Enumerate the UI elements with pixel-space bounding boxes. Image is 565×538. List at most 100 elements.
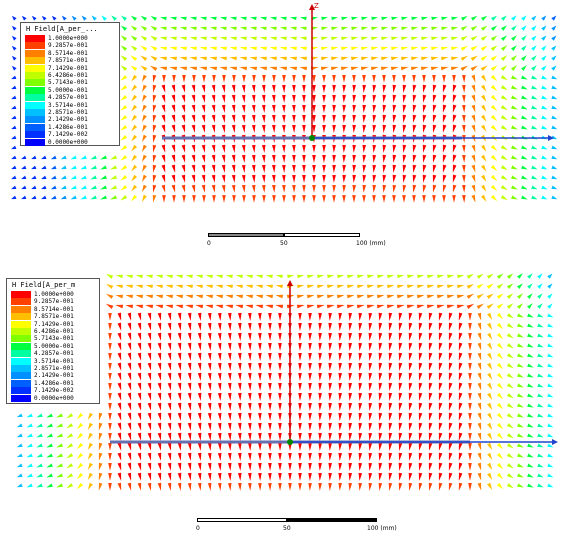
field-arrow xyxy=(237,452,242,461)
field-arrow xyxy=(108,483,112,491)
field-arrow xyxy=(382,94,387,103)
field-arrow xyxy=(331,36,339,41)
field-arrow xyxy=(406,284,415,289)
field-arrow xyxy=(328,442,332,451)
field-arrow xyxy=(477,402,482,411)
field-arrow xyxy=(421,36,429,41)
field-arrow xyxy=(491,15,498,21)
field-arrow xyxy=(298,382,302,391)
field-arrow xyxy=(442,104,447,113)
field-arrow xyxy=(422,84,427,93)
field-arrow xyxy=(358,382,363,391)
field-arrow xyxy=(481,15,488,21)
field-arrow xyxy=(396,294,405,299)
field-arrow xyxy=(161,84,166,93)
field-arrow xyxy=(318,362,322,371)
field-arrow xyxy=(481,144,487,152)
field-arrow xyxy=(261,164,266,173)
field-arrow xyxy=(398,392,403,401)
field-arrow xyxy=(66,473,74,479)
field-arrow xyxy=(265,284,274,289)
field-arrow xyxy=(490,35,498,41)
field-arrow xyxy=(402,84,407,93)
field-arrow xyxy=(278,382,282,391)
field-arrow xyxy=(352,75,356,83)
field-arrow xyxy=(165,304,174,309)
field-arrow xyxy=(358,462,363,471)
field-arrow xyxy=(436,304,445,309)
field-arrow xyxy=(368,362,373,371)
field-arrow xyxy=(547,293,553,299)
field-arrow xyxy=(456,284,465,289)
bottom-legend-swatch xyxy=(11,379,31,387)
field-arrow xyxy=(438,472,443,481)
field-arrow xyxy=(527,323,534,328)
field-arrow xyxy=(477,432,482,441)
field-arrow xyxy=(248,432,252,441)
field-arrow xyxy=(292,185,296,193)
field-arrow xyxy=(480,65,488,72)
field-arrow xyxy=(322,195,326,203)
field-arrow xyxy=(430,66,439,71)
field-arrow xyxy=(547,283,553,289)
field-arrow xyxy=(199,26,207,31)
field-arrow xyxy=(169,26,177,31)
bottom-legend-swatch xyxy=(11,365,31,372)
field-arrow xyxy=(517,323,524,328)
field-arrow xyxy=(201,104,206,113)
field-arrow xyxy=(336,304,345,309)
field-arrow xyxy=(227,352,232,361)
field-arrow xyxy=(306,294,315,299)
field-arrow xyxy=(466,293,475,299)
field-arrow xyxy=(275,274,283,279)
field-arrow xyxy=(506,323,514,329)
field-arrow xyxy=(448,362,453,371)
field-arrow xyxy=(66,453,74,459)
field-arrow xyxy=(531,175,538,180)
field-arrow xyxy=(90,175,97,180)
field-arrow xyxy=(382,114,387,123)
field-arrow xyxy=(551,145,558,150)
field-arrow xyxy=(441,26,449,31)
field-arrow xyxy=(282,104,286,113)
field-arrow xyxy=(211,124,216,133)
field-arrow xyxy=(171,144,176,153)
field-arrow xyxy=(352,154,357,163)
field-arrow xyxy=(496,412,504,420)
field-arrow xyxy=(382,75,386,83)
field-arrow xyxy=(412,124,417,133)
field-arrow xyxy=(137,332,142,341)
field-arrow xyxy=(448,452,453,461)
field-arrow xyxy=(486,273,494,279)
field-arrow xyxy=(121,15,127,21)
field-arrow xyxy=(341,26,349,31)
field-arrow xyxy=(452,75,456,83)
field-arrow xyxy=(185,294,194,299)
field-arrow xyxy=(16,413,23,418)
field-arrow xyxy=(392,84,397,93)
field-arrow xyxy=(56,463,63,468)
field-arrow xyxy=(120,45,128,51)
field-arrow xyxy=(537,413,544,418)
field-arrow xyxy=(412,154,417,163)
field-arrow xyxy=(487,322,493,331)
field-arrow xyxy=(231,164,236,173)
field-arrow xyxy=(308,382,312,391)
field-arrow xyxy=(268,452,272,461)
field-arrow xyxy=(298,392,302,401)
field-arrow xyxy=(342,75,346,83)
field-arrow xyxy=(398,432,403,441)
field-arrow xyxy=(408,422,413,431)
field-arrow xyxy=(312,185,316,193)
field-arrow xyxy=(517,363,524,368)
field-arrow xyxy=(541,15,547,21)
field-arrow xyxy=(229,66,238,71)
bottom-legend-swatch xyxy=(11,357,31,365)
top-legend-row: 7.1429e-002 xyxy=(25,131,88,139)
field-arrow xyxy=(462,104,466,113)
field-arrow xyxy=(441,16,448,21)
field-arrow xyxy=(386,294,395,299)
field-arrow xyxy=(458,462,463,471)
field-arrow xyxy=(378,332,383,341)
field-arrow xyxy=(537,433,544,438)
